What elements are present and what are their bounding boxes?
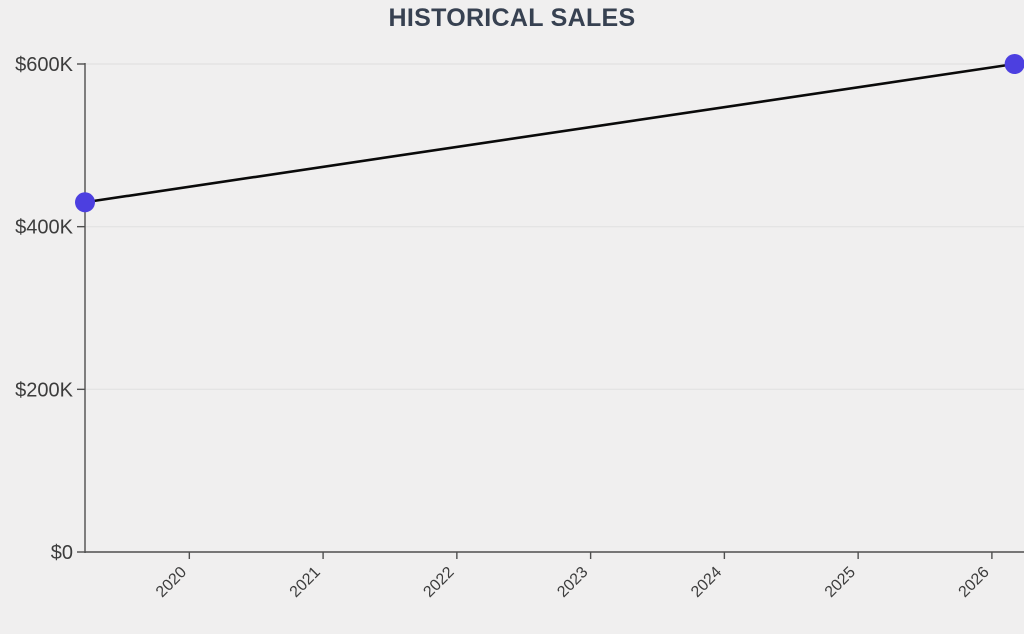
x-tick-label: 2023 bbox=[554, 564, 591, 601]
data-point[interactable] bbox=[1004, 54, 1024, 74]
y-tick-label: $400K bbox=[15, 217, 73, 239]
x-tick-label: 2025 bbox=[822, 564, 859, 601]
x-tick-label: 2020 bbox=[153, 564, 190, 601]
x-tick-label: 2024 bbox=[688, 564, 725, 601]
trend-line bbox=[83, 62, 1016, 204]
chart-title: HISTORICAL SALES bbox=[388, 4, 636, 32]
data-point[interactable] bbox=[75, 192, 95, 213]
y-tick-label: $200K bbox=[15, 379, 73, 401]
x-tick-label: 2022 bbox=[420, 564, 457, 601]
y-tick-label: $600K bbox=[15, 54, 73, 76]
x-tick-label: 2026 bbox=[956, 564, 993, 601]
y-tick-label: $0 bbox=[51, 542, 73, 564]
x-tick-label: 2021 bbox=[287, 564, 324, 601]
